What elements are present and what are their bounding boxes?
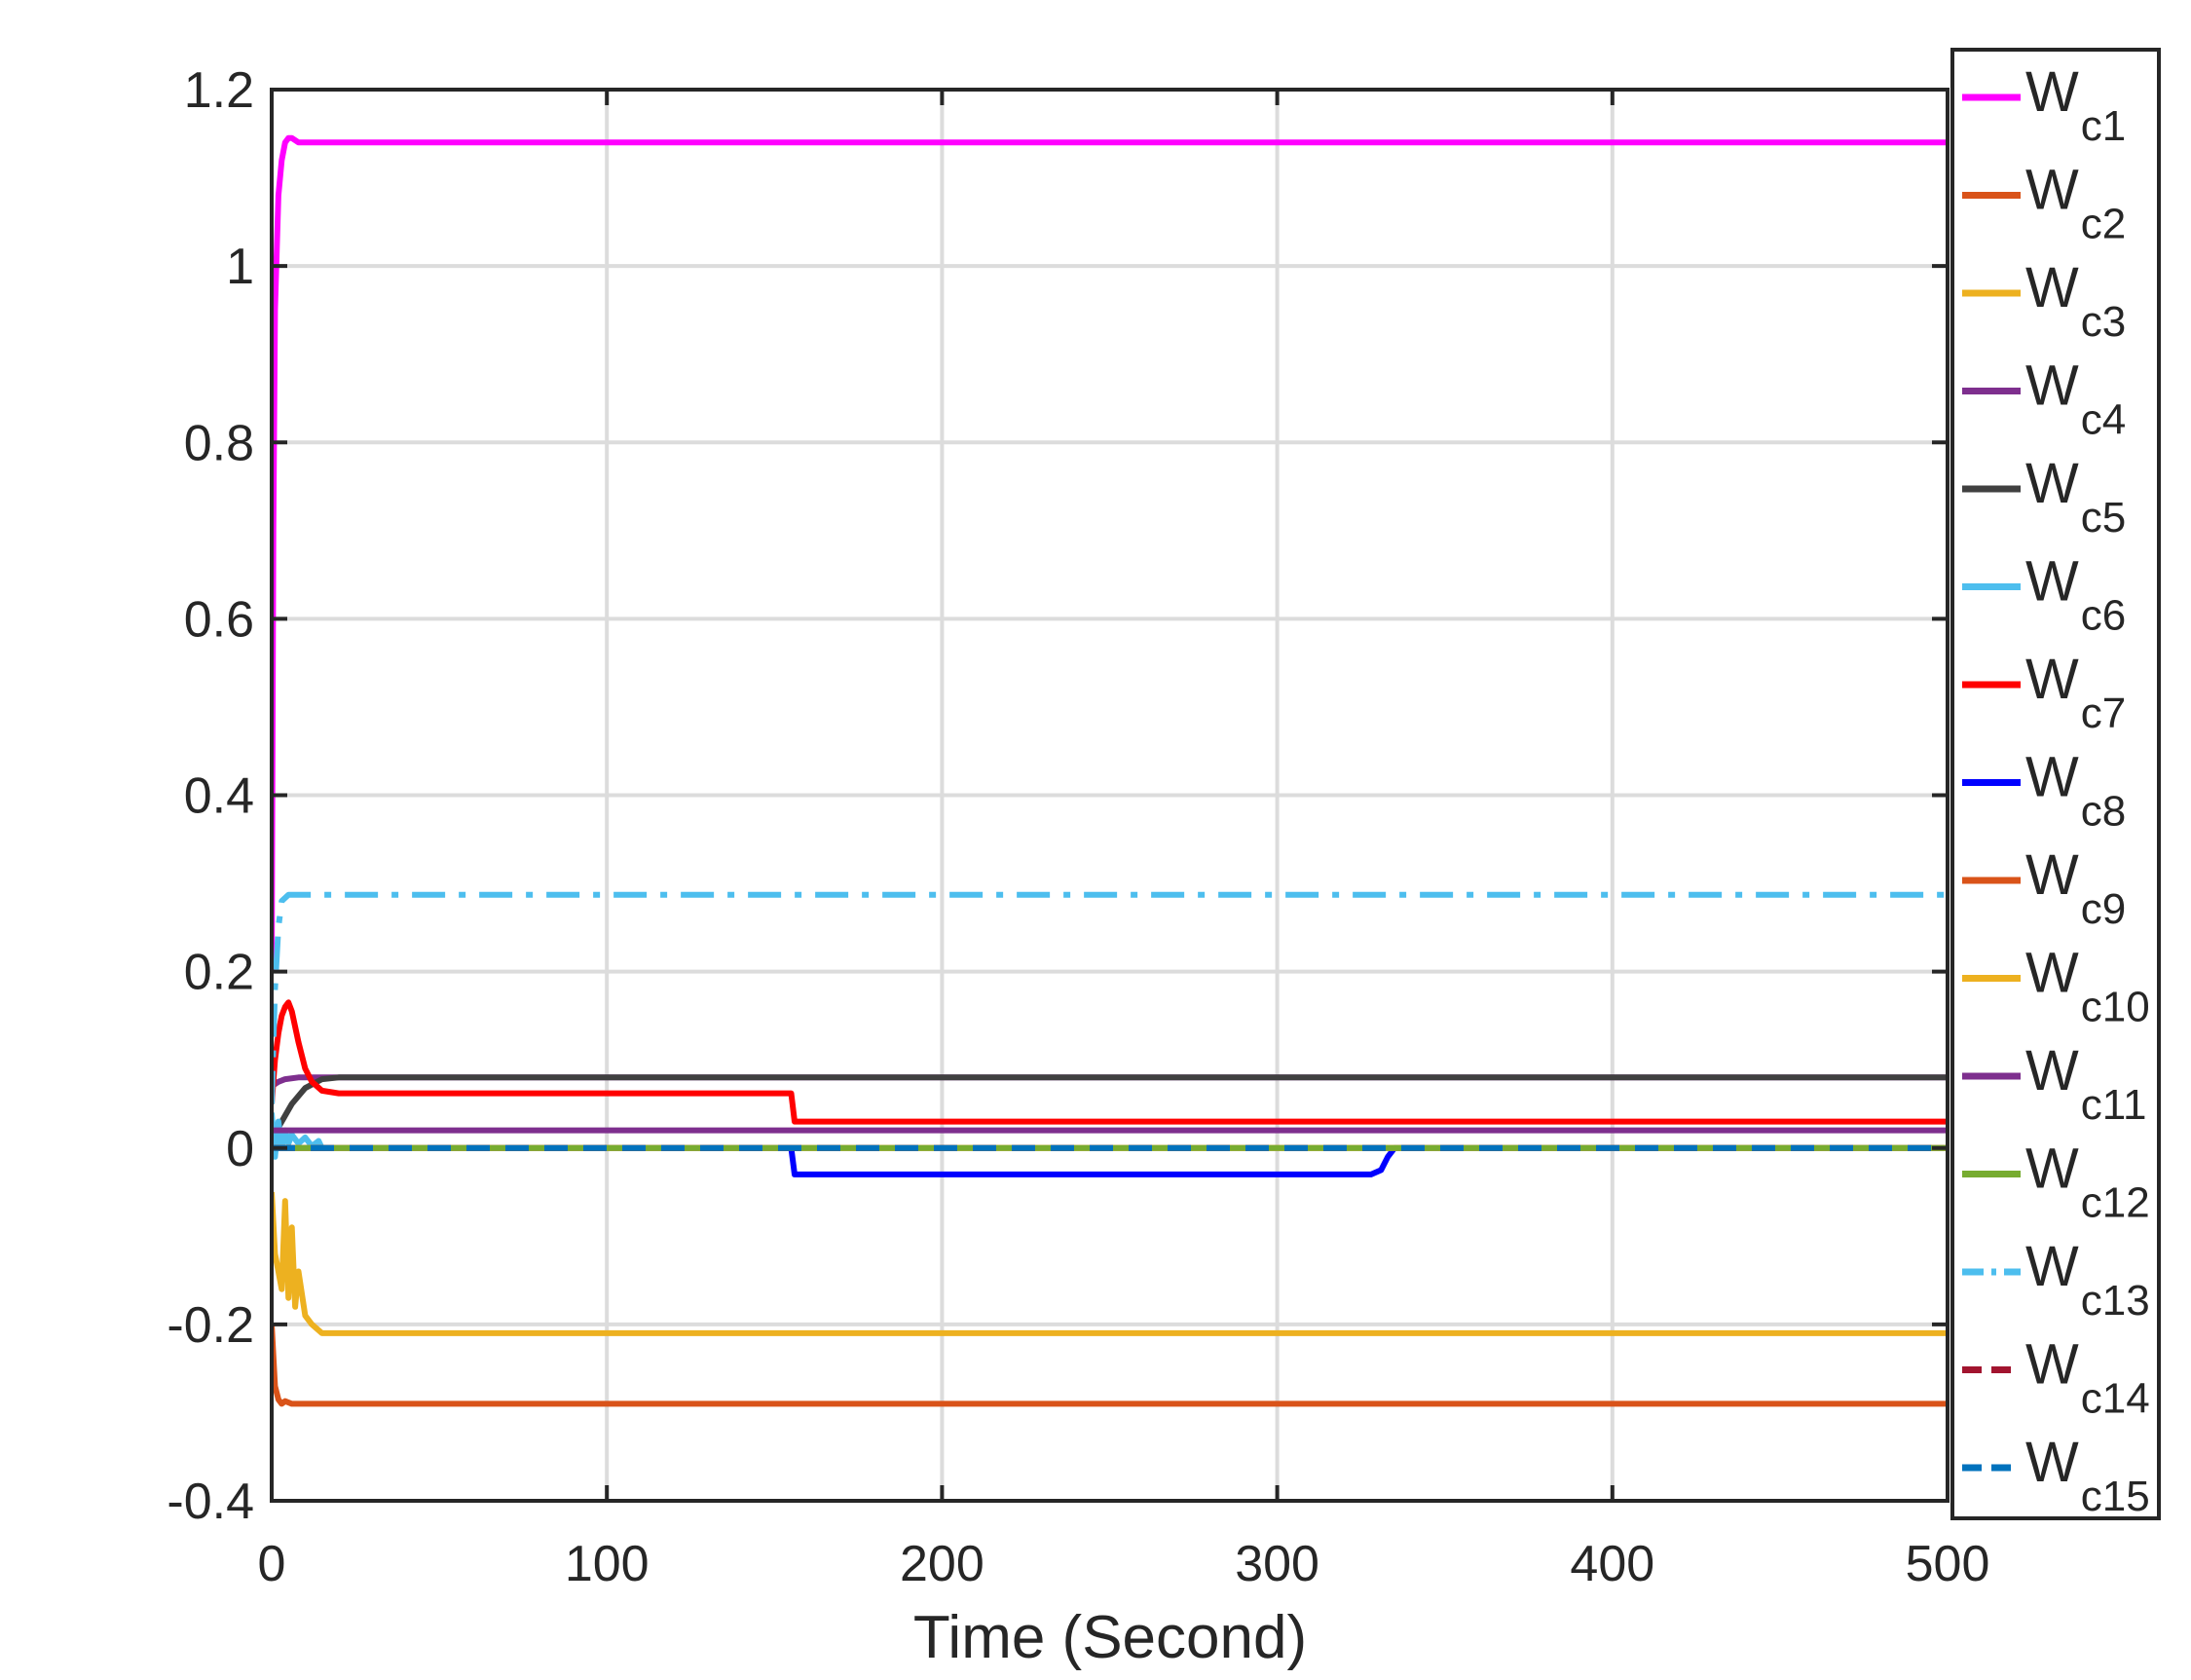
y-tick-label: 0.4 <box>184 768 254 825</box>
legend-label-c8: Wc8 <box>2025 746 2126 836</box>
legend-label-c1: Wc1 <box>2025 60 2126 150</box>
series-layer <box>272 134 1948 1407</box>
legend-label-c6: Wc6 <box>2025 550 2126 640</box>
y-tick-label: -0.4 <box>167 1474 254 1530</box>
legend-label-c9: Wc9 <box>2025 843 2126 933</box>
legend-label-c13: Wc13 <box>2025 1235 2150 1325</box>
y-tick-label: 1 <box>226 239 254 295</box>
legend-label-c15: Wc15 <box>2025 1431 2150 1520</box>
x-tick-label: 400 <box>1570 1536 1654 1592</box>
x-tick-label: 100 <box>565 1536 650 1592</box>
y-tick-labels: -0.4 -0.2 0 0.2 0.4 0.6 0.8 1 1.2 <box>167 62 254 1530</box>
y-tick-label: 0 <box>226 1121 254 1177</box>
legend: Wc1Wc2Wc3Wc4Wc5Wc6Wc7Wc8Wc9Wc10Wc11Wc12W… <box>1950 48 2161 1520</box>
legend-label-c12: Wc12 <box>2025 1138 2150 1227</box>
y-tick-label: 0.6 <box>184 591 254 648</box>
x-tick-label: 500 <box>1906 1536 1990 1592</box>
x-tick-label: 200 <box>900 1536 984 1592</box>
legend-label-c3: Wc3 <box>2025 256 2126 346</box>
series-line-c3 <box>272 1191 1948 1336</box>
y-tick-label: 1.2 <box>184 62 254 119</box>
grid-lines <box>272 90 1948 1501</box>
tick-marks <box>270 88 1950 1503</box>
legend-label-c2: Wc2 <box>2025 159 2126 248</box>
x-axis-label: Time (Second) <box>913 1604 1307 1671</box>
series-line-c2 <box>272 1324 1948 1407</box>
x-tick-labels: 0 100 200 300 400 500 <box>258 1536 1990 1592</box>
series-line-c7 <box>272 999 1948 1125</box>
y-tick-label: 0.8 <box>184 415 254 471</box>
legend-label-c10: Wc10 <box>2025 942 2150 1031</box>
y-tick-label: -0.2 <box>167 1297 254 1354</box>
x-tick-label: 300 <box>1235 1536 1319 1592</box>
series-line-c13 <box>272 891 1948 1104</box>
legend-label-c4: Wc4 <box>2025 355 2126 444</box>
series-line-c6 <box>272 1112 326 1160</box>
legend-label-c11: Wc11 <box>2025 1039 2146 1129</box>
y-tick-label: 0.2 <box>184 945 254 1001</box>
series-line-c1 <box>272 134 1948 972</box>
legend-label-c5: Wc5 <box>2025 452 2126 541</box>
legend-label-c14: Wc14 <box>2025 1333 2150 1423</box>
x-tick-label: 0 <box>258 1536 286 1592</box>
series-line-c5 <box>272 1074 1948 1141</box>
legend-label-c7: Wc7 <box>2025 648 2126 737</box>
